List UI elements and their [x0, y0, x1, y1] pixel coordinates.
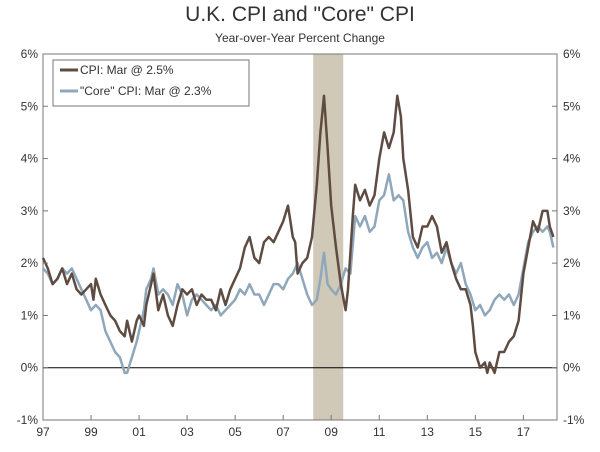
y-tick-label-left: 5% [21, 99, 39, 113]
x-tick-label: 09 [325, 425, 339, 439]
x-tick-label: 01 [132, 425, 146, 439]
x-tick-label: 03 [180, 425, 194, 439]
y-tick-label-right: 2% [563, 256, 581, 270]
chart-subtitle: Year-over-Year Percent Change [215, 31, 385, 45]
cpi-line [41, 94, 555, 375]
y-tick-label-left: 3% [21, 204, 39, 218]
y-tick-label-right: 4% [563, 152, 581, 166]
y-tick-label-left: 0% [21, 361, 39, 375]
x-tick-label: 07 [277, 425, 291, 439]
legend-label-cpi: CPI: Mar @ 2.5% [80, 63, 174, 77]
y-tick-label-right: 1% [563, 308, 581, 322]
legend-label-core-cpi: "Core" CPI: Mar @ 2.3% [80, 84, 212, 98]
y-tick-label-right: 3% [563, 204, 581, 218]
axis-layer: -1% -1% 0% 0% 1% 1% 2% 2% 3% 3% 4% 4% 5% 5% 6% 6% 97 99 01… [17, 47, 585, 439]
recession-shading [313, 54, 344, 420]
y-tick-label-left: 2% [21, 256, 39, 270]
legend-box [52, 59, 250, 107]
x-tick-label: 99 [84, 425, 98, 439]
y-tick-label-left: 4% [21, 152, 39, 166]
y-tick-label-right: 0% [563, 361, 581, 375]
y-tick-label-right: 5% [563, 99, 581, 113]
chart-legend: CPI: Mar @ 2.5% "Core" CPI: Mar @ 2.3% [52, 59, 250, 107]
x-tick-label: 17 [517, 425, 531, 439]
chart-title: U.K. CPI and "Core" CPI [185, 3, 415, 26]
y-tick-label-left: 6% [21, 47, 39, 61]
series-layer [41, 94, 555, 375]
y-tick-label-left: -1% [17, 413, 39, 427]
x-tick-label: 11 [373, 425, 386, 439]
y-tick-label-left: 1% [21, 308, 39, 322]
x-tick-label: 05 [228, 425, 242, 439]
recession-shading-layer [313, 54, 344, 420]
plot-frame [42, 53, 558, 421]
y-tick-label-right: 6% [563, 47, 581, 61]
x-tick-label: 15 [469, 425, 483, 439]
y-tick-label-right: -1% [563, 413, 585, 427]
x-tick-label: 13 [421, 425, 435, 439]
x-tick-label: 97 [36, 425, 50, 439]
